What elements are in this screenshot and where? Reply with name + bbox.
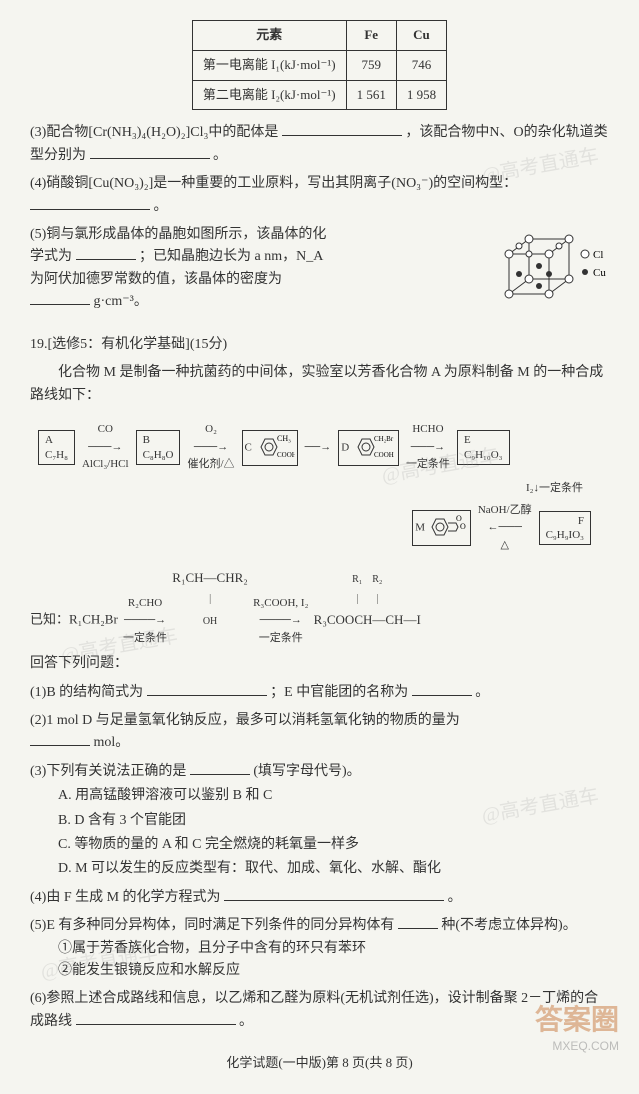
arrow: HCHO───→一定条件 [406, 421, 450, 474]
blank [398, 915, 438, 929]
blank [190, 761, 250, 775]
th-element: 元素 [192, 21, 346, 51]
cell-i2-label: 第二电离能 I₂(kJ·mol⁻¹) [192, 80, 346, 110]
arrow-label: I₂↓一定条件 [526, 482, 583, 494]
blank [224, 887, 444, 901]
svg-text:COOH: COOH [374, 451, 394, 459]
q5-line3: ；已知晶胞边长为 a nm，N_A [139, 249, 323, 264]
sub-question-5: (5)E 有多种同分异构体，同时满足下列条件的同分异构体有 种(不考虑立体异构)… [30, 915, 609, 982]
q5-line1: (5)铜与氯形成晶体的晶胞如图所示，该晶体的化 [30, 227, 326, 242]
question-4: (4)硝酸铜[Cu(NO₃)₂]是一种重要的工业原料，写出其阴离子(NO₃⁻)的… [30, 173, 609, 218]
q3-text: (3)配合物[Cr(NH₃)₄(H₂O)₂]Cl₃中的配体是 [30, 125, 278, 140]
table-header-row: 元素 Fe Cu [192, 21, 446, 51]
q5-line4: 为阿伏加德罗常数的值，该晶体的密度为 [30, 272, 282, 287]
known-end: R₃COOCH—CH—I [314, 612, 421, 627]
compound-m-box: M OO [412, 510, 471, 546]
q4-text2: 。 [154, 199, 168, 214]
th-cu: Cu [396, 21, 446, 51]
arrow: R₂CHO────→一定条件 [123, 595, 167, 648]
compound-c-box: C CH₃COOH [242, 430, 298, 466]
ionization-table-wrap: 元素 Fe Cu 第一电离能 I₁(kJ·mol⁻¹) 759 746 第二电离… [30, 20, 609, 110]
blank [76, 246, 136, 260]
option-a: A. 用高锰酸钾溶液可以鉴别 B 和 C [58, 785, 609, 807]
blank [412, 682, 472, 696]
table-row: 第一电离能 I₁(kJ·mol⁻¹) 759 746 [192, 50, 446, 80]
options-list: A. 用高锰酸钾溶液可以鉴别 B 和 C B. D 含有 3 个官能团 C. 等… [58, 785, 609, 881]
th-fe: Fe [346, 21, 396, 51]
crystal-cell-figure: Cl Cu [489, 224, 609, 324]
compound-d-box: D CH₂BrCOOH [338, 430, 399, 466]
synthesis-route-diagram: AC₇H₈ CO───→AlCl₃/HCl BC₈H₈O O₂───→催化剂/△… [30, 415, 609, 560]
compound-e-box: EC₉H₁₀O₃ [457, 430, 510, 465]
sub-question-2: (2)1 mol D 与足量氢氧化钠反应，最多可以消耗氢氧化钠的物质的量为 mo… [30, 710, 609, 755]
table-row: 第二电离能 I₂(kJ·mol⁻¹) 1 561 1 958 [192, 80, 446, 110]
blank [282, 122, 402, 136]
option-b: B. D 含有 3 个官能团 [58, 810, 609, 832]
q3-text3: 。 [213, 148, 227, 163]
answer-label: 回答下列问题： [30, 653, 609, 675]
question-19-intro: 化合物 M 是制备一种抗菌药的中间体，实验室以芳香化合物 A 为原料制备 M 的… [30, 362, 609, 407]
arrow: CO───→AlCl₃/HCl [82, 421, 129, 474]
svg-text:CH₃: CH₃ [277, 434, 291, 443]
watermark-url: MXEQ.COM [552, 1037, 619, 1056]
option-d: D. M 可以发生的反应类型有：取代、加成、氧化、水解、酯化 [58, 858, 609, 880]
option-c: C. 等物质的量的 A 和 C 完全燃烧的耗氧量一样多 [58, 834, 609, 856]
sub-question-4: (4)由 F 生成 M 的化学方程式为 。 [30, 887, 609, 909]
cell-i1-cu: 746 [396, 50, 446, 80]
compound-f-box: FC₉H₉IO₃ [539, 511, 591, 546]
q5-line2: 学式为 [30, 249, 72, 264]
cell-i1-label: 第一电离能 I₁(kJ·mol⁻¹) [192, 50, 346, 80]
cell-i2-fe: 1 561 [346, 80, 396, 110]
compound-a-box: AC₇H₈ [38, 430, 75, 465]
compound-b-box: BC₈H₈O [136, 430, 181, 465]
blank [147, 682, 267, 696]
question-19-title: 19.[选修5：有机化学基础](15分) [30, 334, 609, 356]
question-3: (3)配合物[Cr(NH₃)₄(H₂O)₂]Cl₃中的配体是 ，该配合物中N、O… [30, 122, 609, 167]
known-reaction: 已知：R₁CH₂Br R₂CHO────→一定条件 R₁CH—CHR₂ ｜OH … [30, 568, 609, 647]
svg-text:O: O [460, 522, 466, 531]
legend-cl: Cl [593, 249, 603, 261]
legend-cu: Cu [593, 267, 606, 279]
known-mid: R₁CH—CHR₂ [172, 570, 248, 585]
cell-i1-fe: 759 [346, 50, 396, 80]
arrow: O₂───→催化剂/△ [187, 421, 234, 474]
condition-1: ①属于芳香族化合物，且分子中含有的环只有苯环 [30, 938, 609, 960]
condition-2: ②能发生银镜反应和水解反应 [30, 960, 609, 982]
svg-text:COOH: COOH [277, 451, 295, 459]
known-prefix: 已知：R₁CH₂Br [30, 612, 118, 627]
arrow: NaOH/乙醇←───△ [478, 502, 532, 555]
blank [90, 145, 210, 159]
ionization-table: 元素 Fe Cu 第一电离能 I₁(kJ·mol⁻¹) 759 746 第二电离… [192, 20, 447, 110]
question-5: Cl Cu (5)铜与氯形成晶体的晶胞如图所示，该晶体的化 学式为 ；已知晶胞边… [30, 224, 609, 328]
svg-text:CH₂Br: CH₂Br [374, 435, 394, 443]
q4-text: (4)硝酸铜[Cu(NO₃)₂]是一种重要的工业原料，写出其阴离子(NO₃⁻)的… [30, 176, 517, 191]
arrow: ──→ [305, 439, 332, 457]
blank [30, 291, 90, 305]
sub-question-1: (1)B 的结构简式为 ；E 中官能团的名称为 。 [30, 682, 609, 704]
sub-question-6: (6)参照上述合成路线和信息，以乙烯和乙醛为原料(无机试剂任选)，设计制备聚 2… [30, 988, 609, 1033]
cell-i2-cu: 1 958 [396, 80, 446, 110]
sub-question-3: (3)下列有关说法正确的是 (填写字母代号)。 A. 用高锰酸钾溶液可以鉴别 B… [30, 761, 609, 881]
blank [76, 1011, 236, 1025]
blank [30, 196, 150, 210]
arrow: R₃COOH, I₂────→一定条件 [253, 595, 308, 648]
q5-line5: g·cm⁻³。 [94, 294, 148, 309]
blank [30, 732, 90, 746]
page-footer: 化学试题(一中版)第 8 页(共 8 页) [30, 1053, 609, 1074]
